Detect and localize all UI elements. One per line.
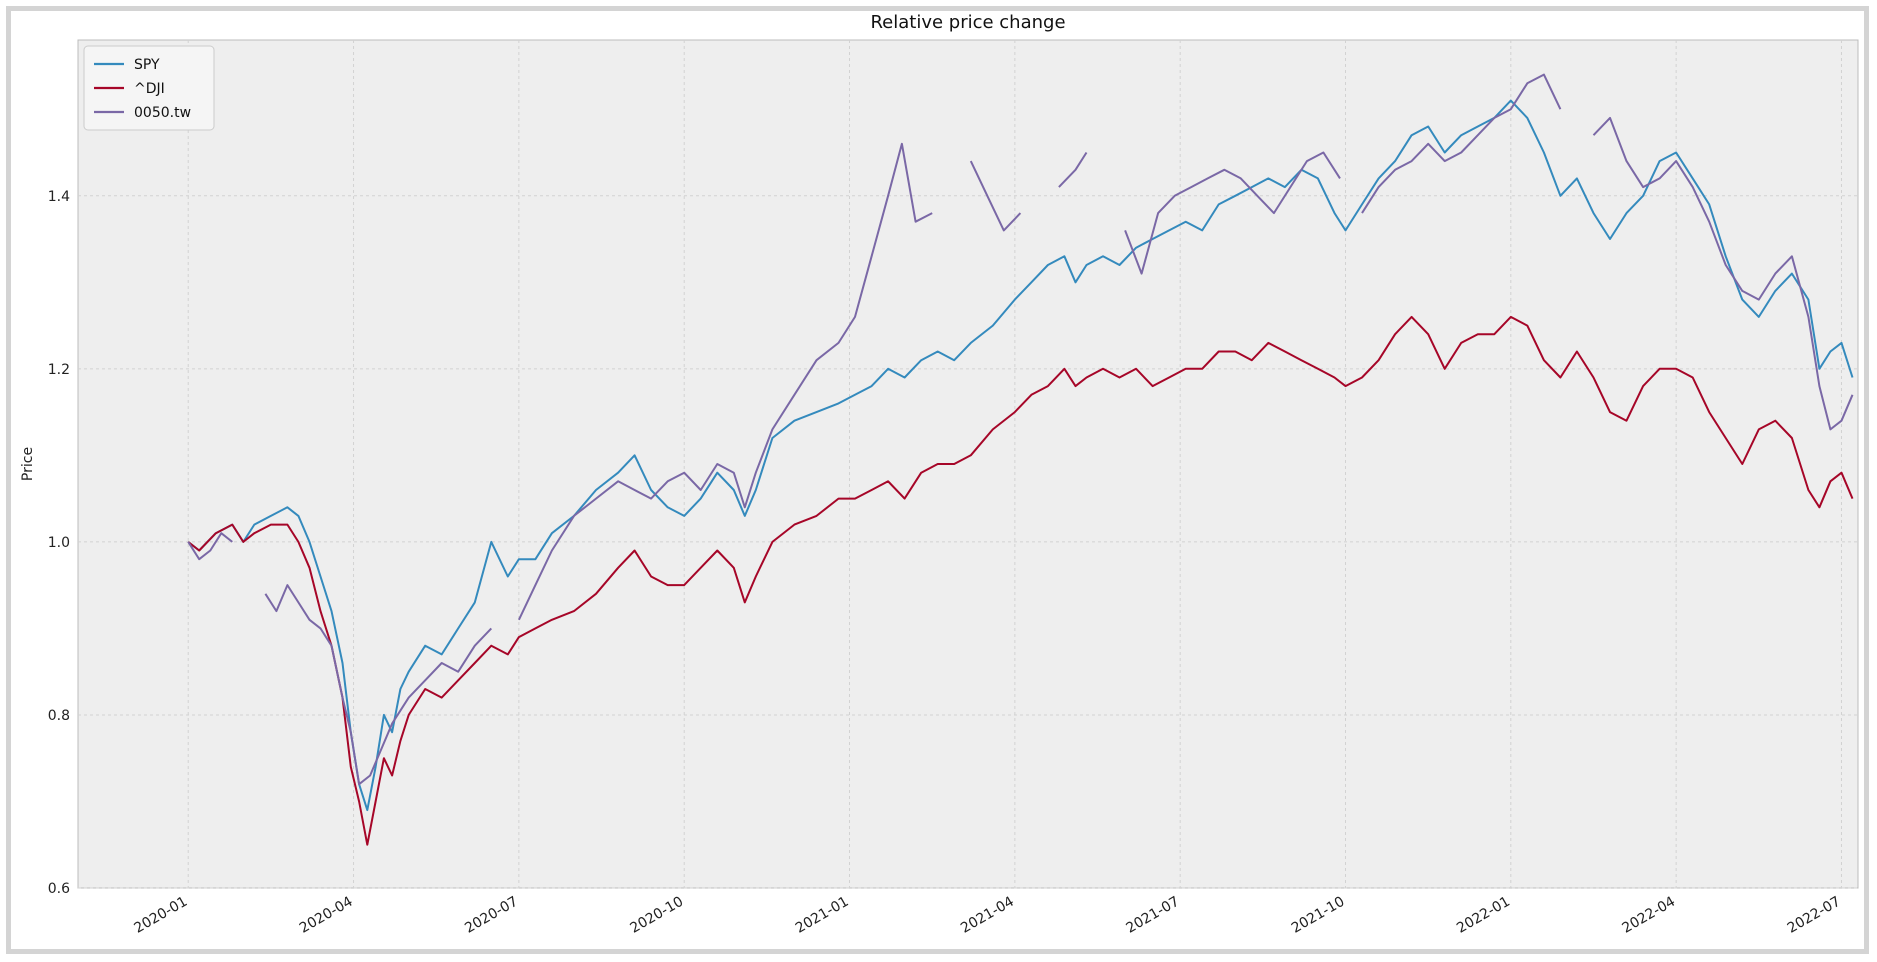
series-line-segment <box>1058 151 1088 188</box>
x-tick-label: 2021-10 <box>1289 894 1348 937</box>
series-spy <box>187 99 1854 812</box>
legend-label: ^DJI <box>134 81 165 97</box>
series--dji <box>187 315 1854 846</box>
x-tick-label: 2021-01 <box>793 894 852 937</box>
series-line-segment <box>187 315 1854 846</box>
x-tick-label: 2021-07 <box>1124 894 1183 937</box>
series-layer <box>187 73 1854 846</box>
legend-label: SPY <box>134 57 160 73</box>
y-axis-label: Price <box>20 447 36 481</box>
plot-area <box>77 39 1859 889</box>
series-line-segment <box>187 99 1854 812</box>
x-tick-label: 2022-04 <box>1619 894 1678 937</box>
series-line-segment <box>969 160 1022 232</box>
x-tick-label: 2022-01 <box>1454 894 1513 937</box>
x-tick-label: 2022-07 <box>1785 894 1844 937</box>
y-tick-label: 1.2 <box>48 362 70 378</box>
x-tick-label: 2021-04 <box>958 894 1017 937</box>
series-line-segment <box>1124 151 1341 275</box>
y-tick-label: 0.6 <box>48 881 70 897</box>
series-line-segment <box>517 142 933 621</box>
legend-box <box>83 45 215 131</box>
legend-label: 0050.tw <box>134 105 191 121</box>
x-tick-label: 2020-04 <box>297 894 356 937</box>
x-tick-label: 2020-01 <box>132 894 191 937</box>
series-line-segment <box>187 532 233 561</box>
legend: SPY ^DJI 0050.tw <box>83 45 215 131</box>
chart-title: Relative price change <box>870 12 1065 33</box>
series-line-segment <box>1592 116 1854 431</box>
x-tick-label: 2020-07 <box>462 894 521 937</box>
series-0050-tw <box>187 73 1854 786</box>
series-line-segment <box>1361 73 1562 214</box>
series-line-segment <box>264 584 493 786</box>
x-tick-label: 2020-10 <box>628 894 687 937</box>
y-tick-label: 1.4 <box>48 189 70 205</box>
y-tick-label: 1.0 <box>48 535 70 551</box>
y-tick-label: 0.8 <box>48 708 70 724</box>
